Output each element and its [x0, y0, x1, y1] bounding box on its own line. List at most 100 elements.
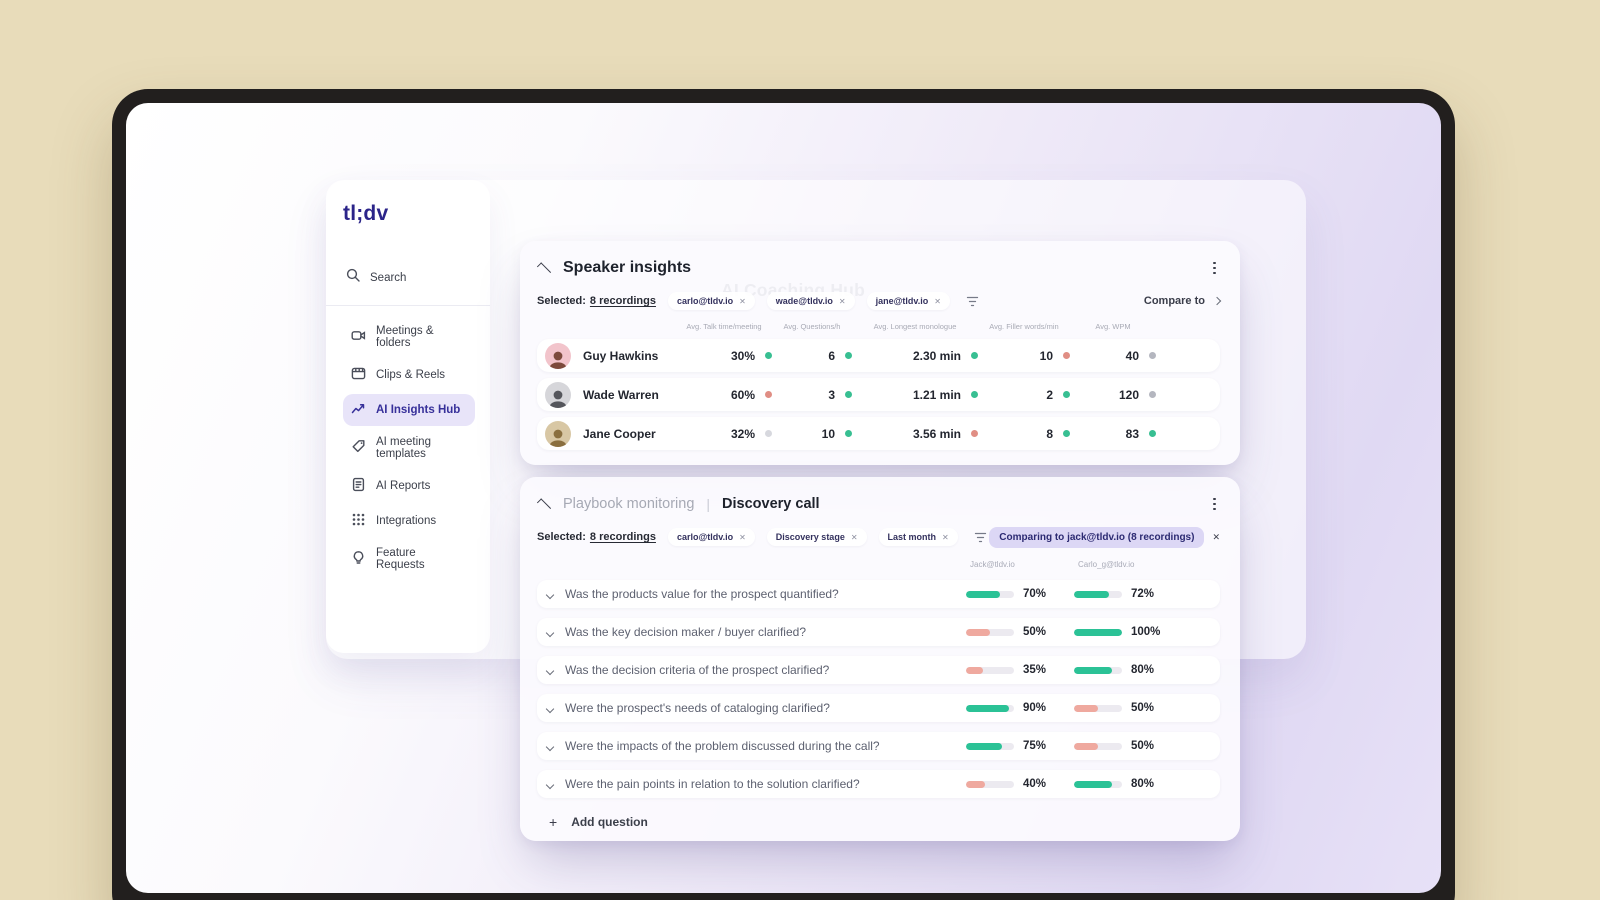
laptop-frame: AI Coaching Hub tl;dv Search Meetings & …: [112, 89, 1455, 900]
kebab-menu-icon[interactable]: [1209, 494, 1220, 515]
sidebar-divider: [326, 305, 490, 306]
speaker-name: Jane Cooper: [583, 426, 656, 441]
collapse-chevron-up-icon[interactable]: [536, 262, 552, 277]
question-text: Was the key decision maker / buyer clari…: [565, 625, 806, 639]
filter-chip-jane[interactable]: jane@tldv.io ✕: [866, 292, 950, 310]
close-icon[interactable]: ✕: [739, 296, 746, 306]
close-icon[interactable]: ✕: [934, 296, 941, 306]
speaker-row[interactable]: Wade Warren 60% 3 1.21 min 2 120: [537, 378, 1220, 411]
sidebar-item-ai-reports[interactable]: AI Reports: [343, 470, 475, 502]
filter-chip-carlo[interactable]: carlo@tldv.io ✕: [667, 292, 755, 310]
collapse-chevron-up-icon[interactable]: [536, 498, 552, 513]
speaker-table-columns: Avg. Talk time/meeting Avg. Questions/h …: [537, 319, 1220, 333]
progress-bar-jack: [966, 628, 1014, 636]
question-row[interactable]: Were the pain points in relation to the …: [537, 770, 1220, 798]
progress-bar-carlo: [1074, 742, 1122, 750]
plus-icon: +: [549, 814, 558, 830]
chevron-down-icon[interactable]: [545, 585, 565, 603]
progress-bar-carlo: [1074, 780, 1122, 788]
metric-value: 6: [828, 348, 835, 363]
filter-chip-discovery-stage[interactable]: Discovery stage ✕: [766, 528, 867, 546]
selected-recordings-link[interactable]: 8 recordings: [589, 531, 656, 543]
progress-bar-jack: [966, 666, 1014, 674]
laptop-screen: AI Coaching Hub tl;dv Search Meetings & …: [126, 103, 1441, 893]
sidebar-item-clips-reels[interactable]: Clips & Reels: [343, 359, 475, 391]
speaker-insights-title: Speaker insights: [563, 259, 692, 276]
selected-label: Selected:: [537, 531, 586, 543]
metric-value: 60%: [730, 387, 755, 402]
close-icon[interactable]: ✕: [739, 532, 746, 542]
status-dot: [845, 391, 852, 398]
question-text: Were the prospect's needs of cataloging …: [565, 701, 830, 715]
progress-bar-carlo: [1074, 666, 1122, 674]
sidebar-item-meetings-folders[interactable]: Meetings & folders: [343, 318, 475, 356]
chip-label: Discovery stage: [775, 532, 845, 542]
comparing-chip[interactable]: Comparing to jack@tldv.io (8 recordings): [989, 526, 1205, 548]
column-header: Avg. WPM: [1095, 321, 1131, 331]
sidebar-item-label: AI meeting templates: [376, 436, 431, 460]
close-icon[interactable]: ✕: [942, 532, 949, 542]
filter-icon[interactable]: [966, 296, 979, 307]
question-text: Was the decision criteria of the prospec…: [565, 663, 830, 677]
chip-label: jane@tldv.io: [875, 296, 929, 306]
sidebar-item-ai-insights-hub[interactable]: AI Insights Hub: [343, 394, 475, 426]
close-icon[interactable]: ✕: [850, 532, 858, 542]
chevron-down-icon[interactable]: [545, 699, 565, 717]
sidebar-item-label: Meetings & folders: [376, 325, 434, 349]
selected-recordings-link[interactable]: 8 recordings: [589, 295, 656, 307]
progress-bar-jack: [966, 742, 1014, 750]
progress-bar-jack: [966, 780, 1014, 788]
status-dot: [971, 430, 978, 437]
chevron-down-icon[interactable]: [545, 737, 565, 755]
sidebar-item-feature-requests[interactable]: Feature Requests: [343, 540, 475, 578]
sidebar-item-search[interactable]: Search: [343, 268, 475, 305]
add-question-button[interactable]: + Add question: [537, 807, 1220, 837]
tag-icon: [351, 439, 366, 457]
comparison-columns: Jack@tldv.io Carlo_g@tldv.io: [537, 558, 1220, 570]
percent-value: 75%: [1023, 740, 1047, 752]
column-header: Avg. Talk time/meeting: [686, 321, 762, 331]
lightbulb-icon: [351, 550, 366, 568]
report-document-icon: [351, 477, 366, 495]
close-icon[interactable]: ✕: [838, 296, 846, 306]
percent-value: 80%: [1131, 664, 1155, 676]
sidebar: tl;dv Search Meetings & folders Cl: [326, 180, 490, 653]
kebab-menu-icon[interactable]: [1209, 258, 1220, 279]
sidebar-nav: Meetings & folders Clips & Reels AI Insi…: [343, 318, 475, 578]
filter-chip-carlo[interactable]: carlo@tldv.io ✕: [667, 528, 755, 546]
status-dot: [845, 352, 852, 359]
chevron-down-icon[interactable]: [545, 775, 565, 793]
playbook-monitoring-panel: Playbook monitoring | Discovery call Sel…: [520, 477, 1240, 841]
filter-chip-last-month[interactable]: Last month ✕: [878, 528, 958, 546]
speaker-row[interactable]: Jane Cooper 32% 10 3.56 min 8 83: [537, 417, 1220, 450]
question-row[interactable]: Were the impacts of the problem discusse…: [537, 732, 1220, 760]
playbook-title: Playbook monitoring: [563, 496, 695, 512]
sidebar-item-integrations[interactable]: Integrations: [343, 505, 475, 537]
speaker-row[interactable]: Guy Hawkins 30% 6 2.30 min 10 40: [537, 339, 1220, 372]
metric-value: 2.30 min: [912, 348, 961, 363]
close-icon[interactable]: ✕: [1212, 531, 1220, 542]
question-row[interactable]: Were the prospect's needs of cataloging …: [537, 694, 1220, 722]
compare-to-button[interactable]: Compare to: [1144, 295, 1222, 307]
trend-chart-icon: [351, 401, 366, 419]
question-row[interactable]: Was the key decision maker / buyer clari…: [537, 618, 1220, 646]
sidebar-item-label: Integrations: [376, 515, 437, 527]
chevron-down-icon[interactable]: [545, 623, 565, 641]
question-row[interactable]: Was the decision criteria of the prospec…: [537, 656, 1220, 684]
status-dot: [971, 352, 978, 359]
chevron-right-icon: [1212, 296, 1222, 306]
filter-chip-wade[interactable]: wade@tldv.io ✕: [766, 292, 855, 310]
percent-value: 72%: [1131, 588, 1155, 600]
selected-label: Selected:: [537, 295, 586, 307]
percent-value: 70%: [1023, 588, 1047, 600]
metric-value: 1.21 min: [912, 387, 961, 402]
sidebar-item-ai-meeting-templates[interactable]: AI meeting templates: [343, 429, 475, 467]
filter-icon[interactable]: [974, 532, 987, 543]
question-row[interactable]: Was the products value for the prospect …: [537, 580, 1220, 608]
chip-label: Last month: [887, 532, 937, 542]
metric-value: 3: [828, 387, 835, 402]
question-text: Were the impacts of the problem discusse…: [565, 739, 880, 753]
status-dot: [765, 391, 772, 398]
chevron-down-icon[interactable]: [545, 661, 565, 679]
